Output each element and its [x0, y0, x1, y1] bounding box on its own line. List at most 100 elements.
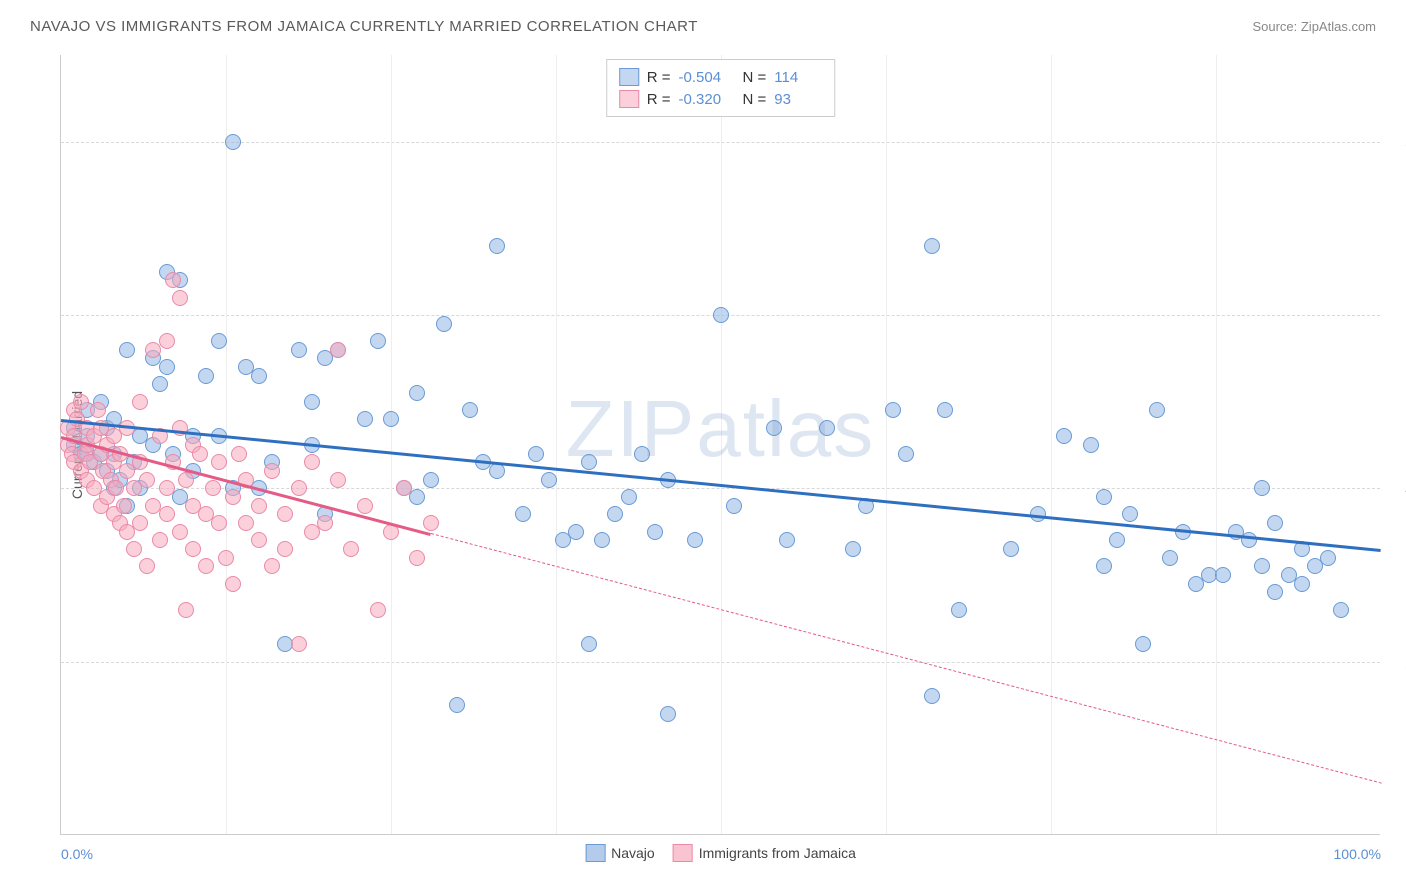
scatter-point: [178, 472, 194, 488]
scatter-point: [1109, 532, 1125, 548]
trendline: [430, 533, 1381, 784]
scatter-point: [231, 446, 247, 462]
scatter-point: [132, 394, 148, 410]
n-value: 114: [774, 69, 822, 86]
scatter-point: [1056, 428, 1072, 444]
n-label: N =: [743, 69, 767, 86]
scatter-point: [126, 541, 142, 557]
scatter-point: [90, 402, 106, 418]
scatter-point: [1096, 489, 1112, 505]
scatter-chart: Currently Married 20.0%40.0%60.0%80.0%0.…: [60, 55, 1380, 835]
legend-item: Immigrants from Jamaica: [673, 844, 856, 862]
gridline-vertical: [721, 55, 722, 834]
scatter-point: [1333, 602, 1349, 618]
x-tick-label: 100.0%: [1334, 846, 1381, 862]
scatter-point: [330, 342, 346, 358]
gridline-vertical: [391, 55, 392, 834]
scatter-point: [1003, 541, 1019, 557]
scatter-point: [264, 463, 280, 479]
scatter-point: [594, 532, 610, 548]
scatter-point: [409, 385, 425, 401]
scatter-point: [449, 697, 465, 713]
scatter-point: [581, 454, 597, 470]
scatter-point: [277, 541, 293, 557]
scatter-point: [568, 524, 584, 540]
scatter-point: [225, 489, 241, 505]
source-attribution: Source: ZipAtlas.com: [1252, 19, 1376, 34]
scatter-point: [713, 307, 729, 323]
scatter-point: [409, 489, 425, 505]
scatter-point: [1083, 437, 1099, 453]
scatter-point: [515, 506, 531, 522]
r-label: R =: [647, 69, 671, 86]
scatter-point: [251, 532, 267, 548]
scatter-point: [951, 602, 967, 618]
correlation-legend: R =-0.504N =114R =-0.320N =93: [606, 59, 836, 117]
scatter-point: [343, 541, 359, 557]
scatter-point: [119, 342, 135, 358]
scatter-point: [139, 472, 155, 488]
scatter-point: [396, 480, 412, 496]
scatter-point: [1149, 402, 1165, 418]
scatter-point: [291, 342, 307, 358]
scatter-point: [423, 515, 439, 531]
scatter-point: [528, 446, 544, 462]
page-title: NAVAJO VS IMMIGRANTS FROM JAMAICA CURREN…: [30, 18, 698, 35]
scatter-point: [1267, 515, 1283, 531]
scatter-point: [165, 272, 181, 288]
scatter-point: [1215, 567, 1231, 583]
scatter-point: [159, 506, 175, 522]
gridline-vertical: [1051, 55, 1052, 834]
gridline-vertical: [886, 55, 887, 834]
scatter-point: [489, 238, 505, 254]
scatter-point: [159, 359, 175, 375]
x-tick-label: 0.0%: [61, 846, 93, 862]
scatter-point: [108, 480, 124, 496]
scatter-point: [304, 454, 320, 470]
legend-row: R = -0.504 N = 114: [619, 66, 823, 88]
scatter-point: [251, 368, 267, 384]
scatter-point: [898, 446, 914, 462]
series-legend: Navajo Immigrants from Jamaica: [585, 844, 856, 862]
scatter-point: [159, 480, 175, 496]
scatter-point: [152, 376, 168, 392]
scatter-point: [634, 446, 650, 462]
scatter-point: [132, 515, 148, 531]
scatter-point: [139, 558, 155, 574]
scatter-point: [370, 333, 386, 349]
scatter-point: [185, 541, 201, 557]
scatter-point: [264, 558, 280, 574]
scatter-point: [924, 238, 940, 254]
scatter-point: [423, 472, 439, 488]
legend-swatch: [673, 844, 693, 862]
scatter-point: [205, 480, 221, 496]
n-value: 93: [774, 91, 822, 108]
scatter-point: [581, 636, 597, 652]
scatter-point: [251, 498, 267, 514]
scatter-point: [304, 394, 320, 410]
r-value: -0.504: [679, 69, 727, 86]
scatter-point: [383, 411, 399, 427]
scatter-point: [116, 498, 132, 514]
scatter-point: [541, 472, 557, 488]
scatter-point: [924, 688, 940, 704]
scatter-point: [159, 333, 175, 349]
scatter-point: [1135, 636, 1151, 652]
scatter-point: [192, 446, 208, 462]
scatter-point: [225, 134, 241, 150]
scatter-point: [1122, 506, 1138, 522]
scatter-point: [462, 402, 478, 418]
scatter-point: [198, 368, 214, 384]
legend-swatch: [619, 90, 639, 108]
legend-item: Navajo: [585, 844, 655, 862]
scatter-point: [779, 532, 795, 548]
scatter-point: [277, 506, 293, 522]
scatter-point: [225, 576, 241, 592]
scatter-point: [291, 636, 307, 652]
scatter-point: [238, 515, 254, 531]
scatter-point: [885, 402, 901, 418]
scatter-point: [1320, 550, 1336, 566]
scatter-point: [1254, 558, 1270, 574]
scatter-point: [317, 515, 333, 531]
scatter-point: [198, 558, 214, 574]
